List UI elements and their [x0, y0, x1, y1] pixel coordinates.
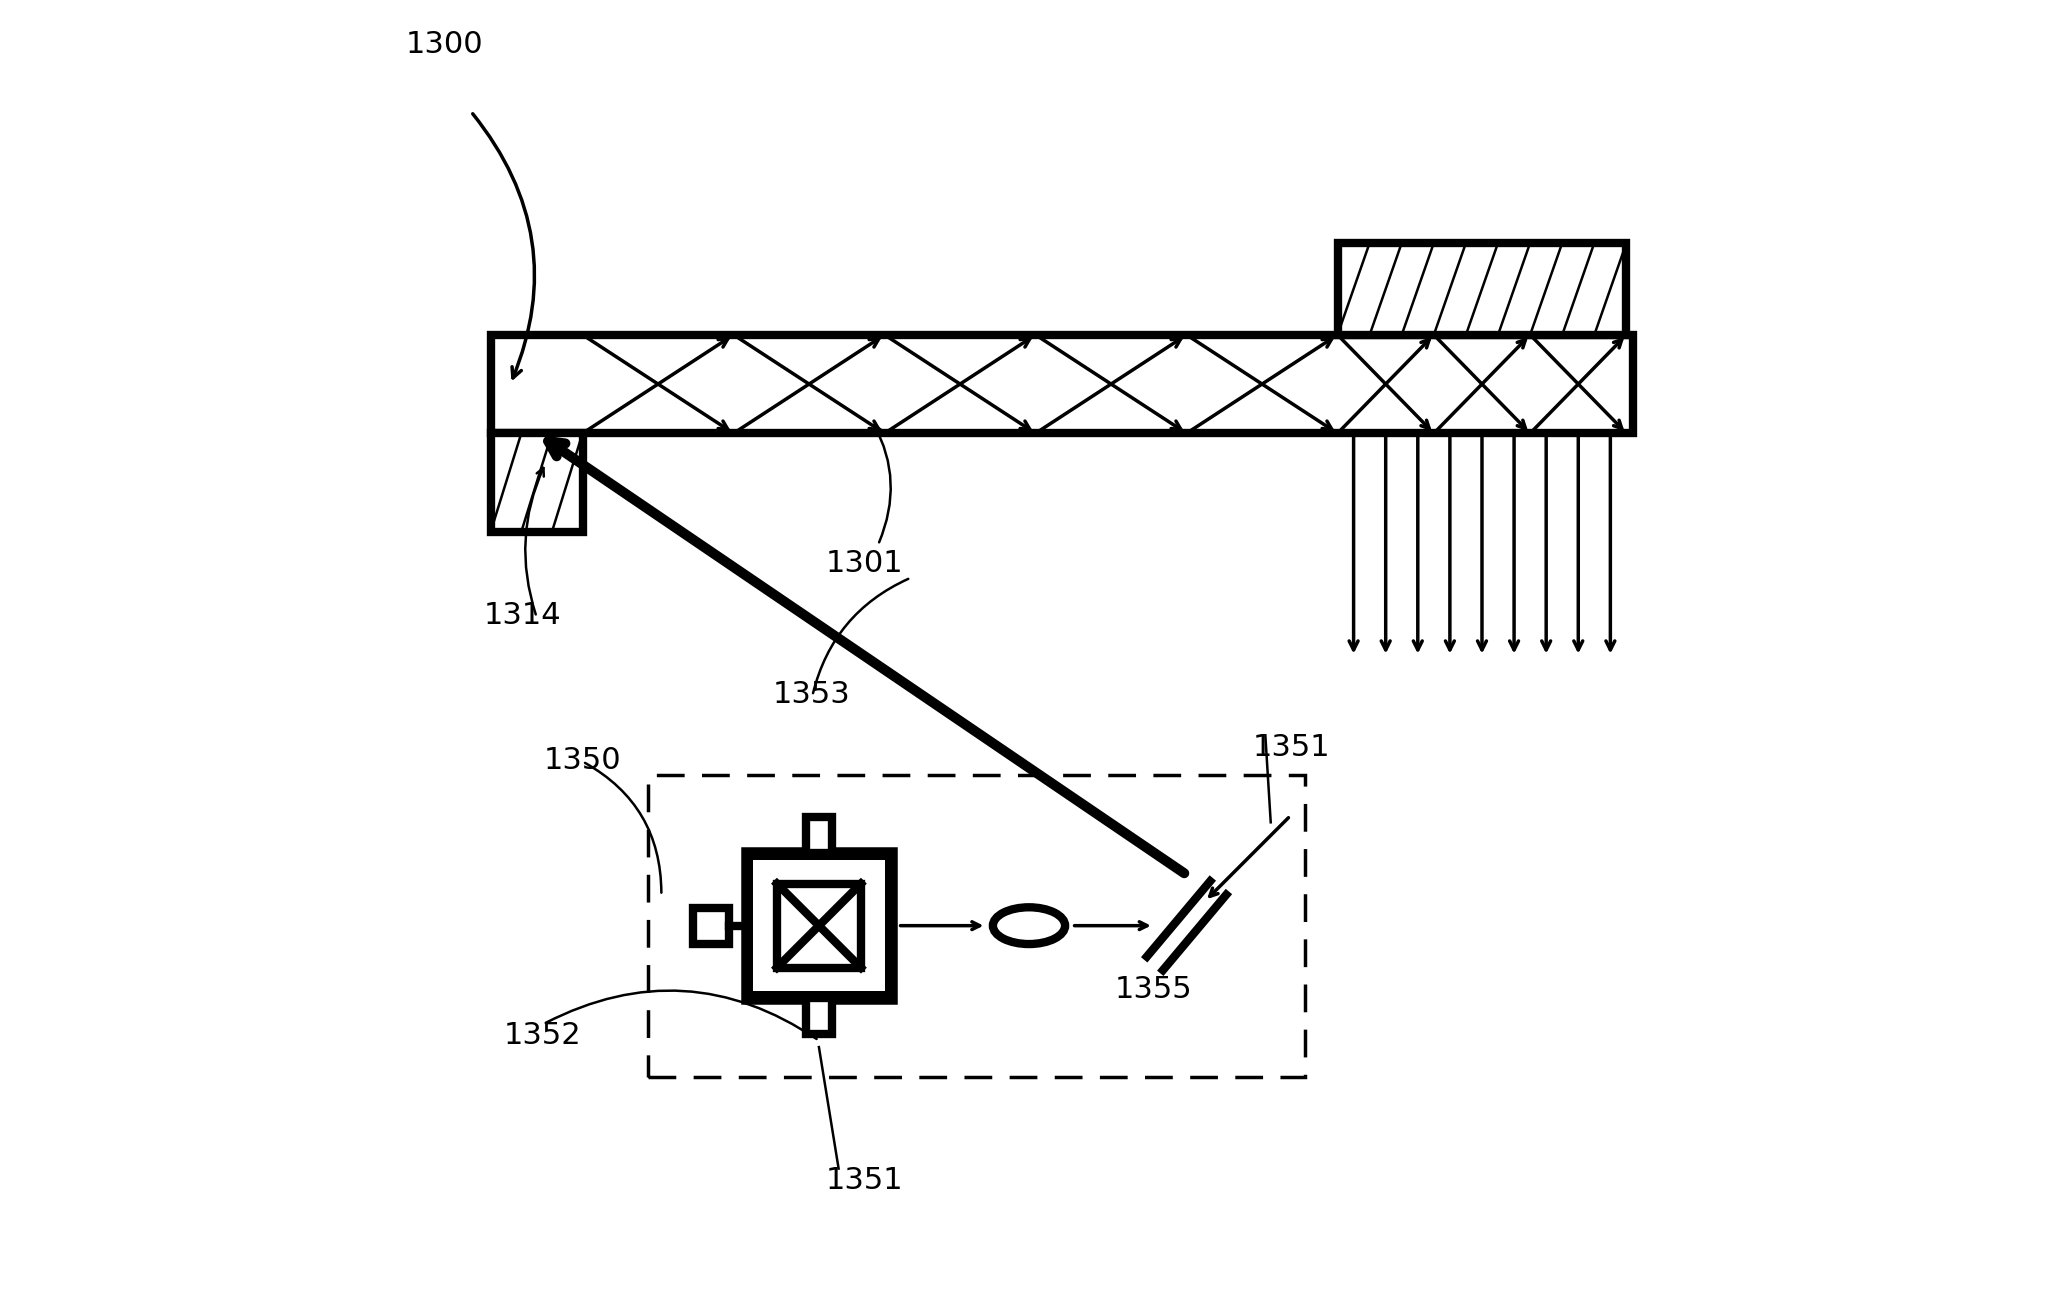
Bar [490, 433, 582, 532]
Bar [778, 884, 860, 968]
Bar [694, 907, 729, 944]
Text: 1351: 1351 [825, 1166, 903, 1195]
Text: 1314: 1314 [484, 601, 562, 630]
Text: 1350: 1350 [543, 746, 622, 775]
Bar [490, 335, 1632, 433]
Text: 1351: 1351 [1251, 733, 1329, 762]
Ellipse shape [992, 907, 1066, 944]
Text: 1300: 1300 [405, 30, 484, 59]
Bar [753, 860, 885, 991]
Text: 1353: 1353 [774, 680, 850, 709]
Bar [747, 853, 891, 998]
Text: 1352: 1352 [504, 1022, 582, 1050]
Text: 1355: 1355 [1113, 976, 1192, 1004]
Text: 1301: 1301 [825, 549, 903, 578]
Bar [648, 775, 1305, 1077]
Bar [807, 817, 831, 853]
Bar [807, 998, 831, 1035]
Bar [1338, 243, 1626, 335]
